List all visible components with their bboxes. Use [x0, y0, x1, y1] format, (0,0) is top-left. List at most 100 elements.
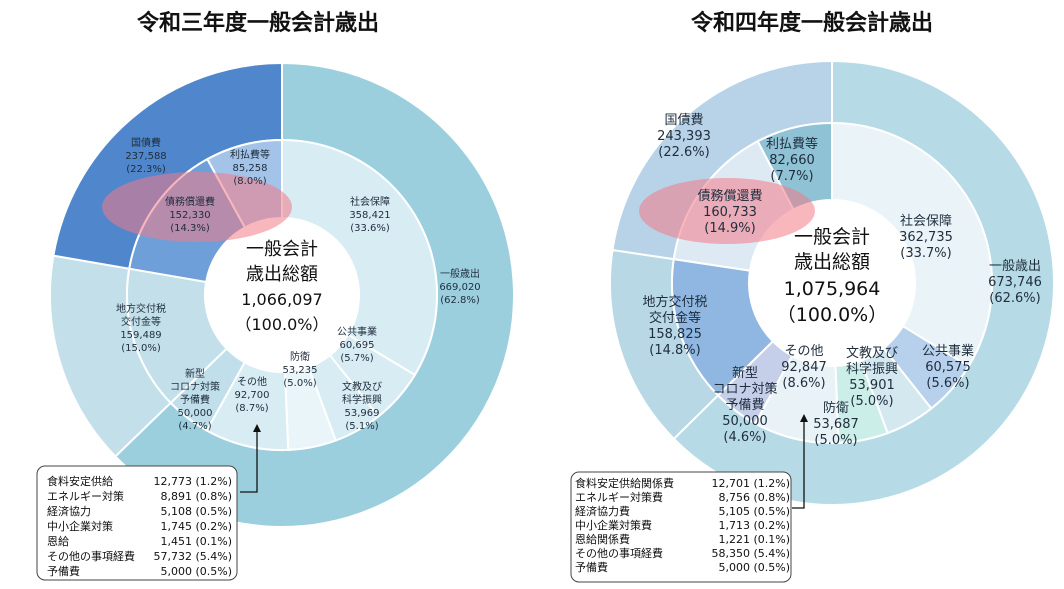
slice-pct: (8.0%) — [233, 176, 266, 187]
slice-pct: (15.0%) — [121, 343, 161, 354]
breakdown-box — [570, 471, 792, 583]
slice-pct: (5.0%) — [283, 378, 316, 389]
breakdown-item: エネルギー対策 — [47, 489, 124, 503]
center-label: 歳出総額 — [794, 251, 870, 273]
breakdown-item: 経済協力費 — [575, 504, 630, 518]
slice-label: 予備費 — [725, 397, 764, 413]
highlight-ellipse — [102, 172, 292, 242]
slice-value: 53,687 — [813, 417, 859, 432]
slice-label: 文教及び — [342, 380, 382, 393]
breakdown-value: 5,105 (0.5%) — [718, 505, 790, 518]
slice-label: 文教及び — [846, 345, 898, 361]
outer-value: 243,393 — [657, 129, 711, 144]
breakdown-value: 5,000 (0.5%) — [160, 565, 232, 578]
slice-value: 50,000 — [178, 408, 213, 419]
slice-label: 新型 — [732, 365, 758, 381]
slice-value: 50,000 — [722, 414, 768, 429]
slice-value: 158,825 — [648, 327, 702, 342]
chart-title: 令和四年度一般会計歳出 — [691, 10, 933, 36]
outer-pct: (22.3%) — [126, 164, 166, 175]
breakdown-value: 8,891 (0.8%) — [160, 490, 232, 503]
slice-pct: (8.6%) — [782, 376, 825, 391]
slice-value: 53,901 — [849, 378, 895, 393]
slice-label: 新型 — [185, 367, 205, 380]
slice-label: 予備費 — [180, 393, 210, 406]
slice-label: 公共事業 — [337, 325, 377, 338]
breakdown-item: 中小企業対策費 — [575, 518, 652, 532]
outer-pct: (22.6%) — [658, 145, 709, 160]
arrow-head — [253, 424, 261, 432]
slice-pct: (4.6%) — [723, 430, 766, 445]
outer-value: 669,020 — [439, 282, 480, 293]
slice-value: 160,733 — [703, 205, 757, 220]
slice-pct: (5.7%) — [340, 353, 373, 364]
center-label: 1,066,097 — [241, 290, 322, 309]
chart-title: 令和三年度一般会計歳出 — [137, 10, 379, 36]
center-label: （100.0%） — [777, 304, 887, 326]
center-label: 歳出総額 — [246, 264, 318, 285]
slice-pct: (33.7%) — [900, 246, 951, 261]
breakdown-item: 予備費 — [47, 564, 80, 578]
slice-label: 債務償還費 — [697, 189, 762, 204]
outer-label: 国債費 — [664, 113, 703, 128]
breakdown-item: 食料安定供給関係費 — [575, 476, 674, 490]
slice-label: 科学振興 — [846, 361, 898, 377]
breakdown-item: 食料安定供給 — [47, 474, 113, 488]
slice-value: 92,700 — [235, 390, 270, 401]
breakdown-value: 1,713 (0.2%) — [718, 519, 790, 532]
connector-line — [792, 420, 805, 509]
connector-line — [240, 430, 258, 493]
slice-pct: (14.3%) — [170, 223, 210, 234]
outer-value: 237,588 — [125, 151, 166, 162]
slice-pct: (5.1%) — [345, 421, 378, 432]
outer-pct: (62.8%) — [440, 295, 480, 306]
center-label: 一般会計 — [246, 239, 318, 260]
slice-value: 92,847 — [781, 360, 827, 375]
breakdown-value: 57,732 (5.4%) — [153, 550, 232, 563]
outer-label: 一般歳出 — [440, 267, 480, 280]
slice-label: 防衛 — [290, 350, 310, 363]
breakdown-box — [36, 465, 238, 581]
breakdown-value: 5,000 (0.5%) — [718, 561, 790, 574]
breakdown-value: 1,221 (0.1%) — [718, 533, 790, 546]
breakdown-value: 12,701 (1.2%) — [711, 477, 790, 490]
slice-label: 社会保障 — [350, 195, 390, 208]
slice-value: 362,735 — [899, 230, 953, 245]
breakdown-item: その他の事項経費 — [575, 546, 663, 560]
slice-pct: (7.7%) — [770, 169, 813, 184]
donut-hole — [205, 218, 359, 372]
center-label: 1,075,964 — [784, 278, 881, 300]
breakdown-value: 1,451 (0.1%) — [160, 535, 232, 548]
breakdown-list: 食料安定供給 12,773 (1.2%) エネルギー対策 8,891 (0.8%) 経済… — [47, 474, 232, 578]
breakdown-item: エネルギー対策費 — [575, 490, 663, 504]
outer-pct: (62.6%) — [989, 291, 1040, 306]
outer-label: 一般歳出 — [989, 258, 1041, 274]
slice-label: 利払費等 — [766, 136, 818, 152]
breakdown-value: 58,350 (5.4%) — [711, 547, 790, 560]
slice-label: 社会保障 — [900, 213, 952, 229]
slice-value: 82,660 — [769, 153, 815, 168]
slice-label: 利払費等 — [230, 148, 270, 161]
slice-pct: (33.6%) — [350, 223, 390, 234]
slice-value: 358,421 — [349, 210, 390, 221]
slice-label: 地方交付税 — [116, 302, 166, 315]
slice-value: 60,695 — [340, 340, 375, 351]
donut-hole — [749, 200, 915, 366]
breakdown-item: 恩給 — [47, 534, 69, 548]
breakdown-value: 5,108 (0.5%) — [160, 505, 232, 518]
breakdown-item: 中小企業対策 — [47, 519, 113, 533]
slice-label: 交付金等 — [121, 315, 161, 328]
slice-label: その他 — [784, 344, 823, 359]
slice-pct: (5.6%) — [926, 376, 969, 391]
breakdown-value: 8,756 (0.8%) — [718, 491, 790, 504]
slice-label: 公共事業 — [922, 343, 974, 359]
outer-value: 673,746 — [988, 275, 1042, 290]
slice-pct: (5.0%) — [814, 433, 857, 448]
breakdown-value: 12,773 (1.2%) — [153, 475, 232, 488]
slice-label: 交付金等 — [649, 310, 701, 326]
slice-pct: (4.7%) — [178, 421, 211, 432]
highlight-ellipse — [639, 178, 815, 244]
slice-value: 53,969 — [345, 408, 380, 419]
